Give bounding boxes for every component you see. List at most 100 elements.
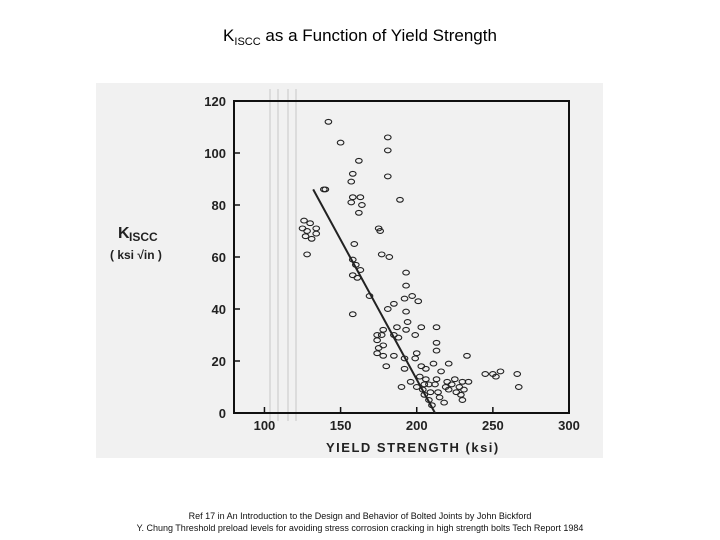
data-point bbox=[300, 217, 308, 224]
data-point bbox=[514, 384, 523, 390]
data-point bbox=[444, 360, 453, 367]
data-point bbox=[435, 394, 444, 401]
data-point bbox=[489, 371, 497, 377]
data-point bbox=[303, 251, 311, 258]
data-point bbox=[347, 178, 356, 185]
x-tick-label: 200 bbox=[406, 418, 428, 433]
data-point bbox=[513, 371, 522, 377]
data-point bbox=[307, 235, 316, 242]
data-point bbox=[422, 376, 430, 383]
y-tick-label: 40 bbox=[212, 302, 226, 317]
data-point bbox=[358, 202, 366, 208]
data-point bbox=[336, 139, 345, 146]
data-point bbox=[444, 386, 453, 393]
data-point bbox=[406, 378, 415, 385]
data-point bbox=[437, 368, 445, 375]
data-point bbox=[348, 170, 357, 177]
x-tick-label: 300 bbox=[558, 418, 580, 433]
reference-footer: Ref 17 in An Introduction to the Design … bbox=[0, 510, 720, 534]
data-point bbox=[458, 397, 467, 403]
data-point bbox=[415, 373, 424, 380]
data-point bbox=[447, 381, 456, 388]
y-tick-label: 20 bbox=[212, 354, 226, 369]
data-point bbox=[429, 360, 438, 367]
y-axis-label-units: ( ksi √in ) bbox=[110, 248, 162, 262]
data-point bbox=[431, 381, 439, 388]
data-point bbox=[347, 199, 356, 206]
data-point bbox=[298, 225, 307, 232]
data-point bbox=[376, 228, 385, 234]
data-point bbox=[463, 352, 471, 359]
title-rest: as a Function of Yield Strength bbox=[260, 26, 497, 45]
data-point bbox=[408, 293, 417, 299]
title-subscript: ISCC bbox=[234, 36, 261, 48]
y-tick-label: 0 bbox=[219, 406, 226, 421]
data-point bbox=[348, 194, 357, 201]
data-point bbox=[402, 308, 410, 315]
trend-group bbox=[312, 188, 436, 414]
title-k: K bbox=[223, 26, 235, 45]
data-point bbox=[394, 334, 403, 341]
chart-image-panel: 100 150 200 250 300 0 20 40 60 80 100 120 K ISCC ( … bbox=[96, 83, 603, 458]
data-point bbox=[432, 347, 441, 354]
data-point bbox=[390, 300, 398, 307]
data-point bbox=[321, 186, 330, 193]
data-point bbox=[417, 324, 426, 331]
data-point bbox=[356, 194, 365, 201]
data-point bbox=[402, 326, 410, 333]
y-tick-label: 100 bbox=[204, 146, 226, 161]
data-point bbox=[351, 261, 360, 268]
data-point bbox=[348, 256, 357, 263]
x-axis-label: YIELD STRENGTH (ksi) bbox=[326, 440, 500, 455]
y-axis-label-sub: ISCC bbox=[129, 230, 158, 244]
data-point bbox=[393, 324, 401, 331]
data-point bbox=[400, 295, 409, 302]
data-point bbox=[464, 378, 473, 385]
data-point bbox=[390, 352, 398, 359]
data-point bbox=[434, 389, 442, 396]
data-point bbox=[383, 173, 392, 180]
data-point bbox=[373, 350, 381, 357]
data-point bbox=[443, 378, 452, 385]
data-point bbox=[412, 350, 421, 357]
data-point bbox=[420, 391, 429, 398]
data-point bbox=[383, 306, 392, 312]
data-point bbox=[379, 352, 388, 359]
data-point bbox=[414, 298, 423, 305]
data-point bbox=[402, 269, 410, 276]
data-point bbox=[411, 355, 420, 362]
data-point bbox=[383, 147, 392, 154]
data-point bbox=[400, 355, 409, 362]
data-point bbox=[348, 311, 357, 318]
y-tick-label: 120 bbox=[204, 94, 226, 109]
data-point bbox=[426, 389, 435, 396]
data-point bbox=[355, 209, 363, 216]
data-point bbox=[457, 391, 465, 398]
data-point bbox=[432, 324, 441, 331]
data-point bbox=[377, 332, 386, 338]
data-point bbox=[382, 363, 391, 370]
data-point bbox=[440, 399, 448, 406]
data-point bbox=[377, 251, 386, 258]
data-point bbox=[374, 345, 383, 351]
data-point bbox=[383, 134, 392, 141]
data-point bbox=[417, 363, 426, 370]
slide-title: KISCC as a Function of Yield Strength bbox=[0, 26, 720, 48]
data-point bbox=[355, 157, 363, 164]
data-point bbox=[452, 389, 461, 396]
data-point bbox=[356, 267, 365, 273]
data-point bbox=[432, 376, 441, 383]
scatter-chart: 100 150 200 250 300 0 20 40 60 80 100 120 K ISCC ( … bbox=[110, 89, 580, 455]
plot-frame bbox=[233, 100, 570, 414]
data-point bbox=[348, 272, 357, 279]
data-point bbox=[412, 384, 421, 390]
data-point bbox=[481, 371, 490, 377]
y-tick-label: 80 bbox=[212, 198, 226, 213]
x-tick-label: 100 bbox=[254, 418, 276, 433]
data-point bbox=[397, 384, 406, 390]
data-point bbox=[422, 365, 430, 372]
data-point bbox=[301, 233, 310, 240]
data-point bbox=[411, 332, 420, 338]
data-point bbox=[428, 402, 436, 409]
data-point bbox=[373, 337, 381, 344]
